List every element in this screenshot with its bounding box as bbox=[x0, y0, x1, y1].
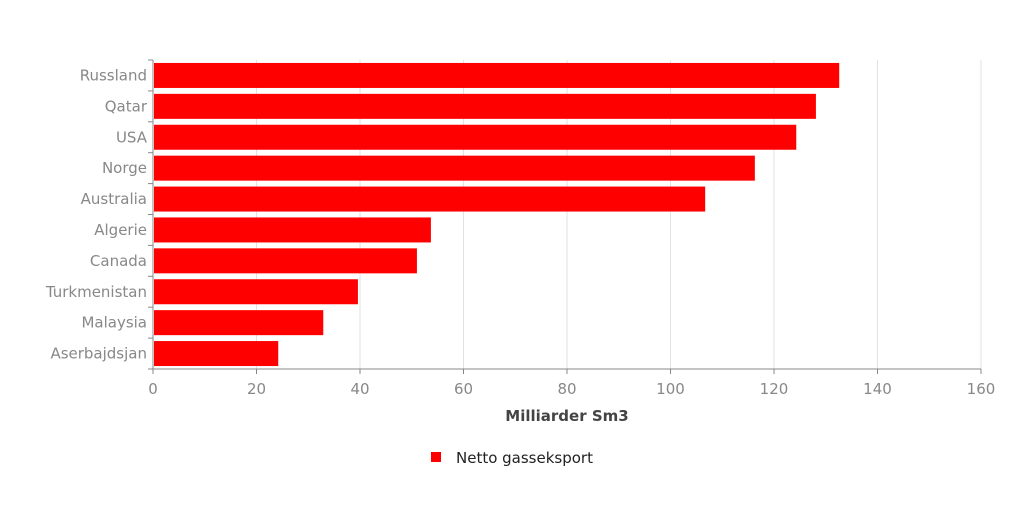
x-tick-label: 0 bbox=[148, 380, 158, 398]
bar-australia bbox=[154, 186, 706, 212]
bar-aserbajdsjan bbox=[154, 341, 279, 367]
y-tick-label: Australia bbox=[81, 190, 147, 208]
x-tick-label: 140 bbox=[863, 380, 892, 398]
bar-qatar bbox=[154, 93, 816, 119]
bar-norge bbox=[154, 155, 755, 181]
legend-swatch bbox=[431, 452, 441, 462]
y-tick-label: Canada bbox=[90, 252, 147, 270]
x-axis-title: Milliarder Sm3 bbox=[505, 407, 628, 425]
y-axis: Russland Qatar USA Norge Australia Algerie Can… bbox=[45, 59, 154, 370]
y-tick-label: USA bbox=[116, 128, 148, 146]
bar-usa bbox=[154, 124, 797, 150]
bars bbox=[154, 62, 840, 367]
bar-algerie bbox=[154, 217, 431, 243]
y-tick-label: Qatar bbox=[105, 97, 148, 115]
y-tick-label: Turkmenistan bbox=[45, 283, 147, 301]
y-tick-label: Norge bbox=[102, 159, 147, 177]
x-tick-label: 20 bbox=[247, 380, 266, 398]
bar-turkmenistan bbox=[154, 279, 358, 305]
y-tick-label: Algerie bbox=[94, 221, 147, 239]
y-tick-label: Malaysia bbox=[81, 314, 147, 332]
bar-canada bbox=[154, 248, 417, 274]
x-tick-label: 80 bbox=[557, 380, 576, 398]
x-tick-label: 100 bbox=[656, 380, 685, 398]
y-tick-label: Russland bbox=[80, 66, 147, 84]
x-tick-label: 120 bbox=[760, 380, 789, 398]
y-tick-label: Aserbajdsjan bbox=[50, 345, 147, 363]
legend-item[interactable]: Netto gasseksport bbox=[431, 449, 593, 467]
legend-label: Netto gasseksport bbox=[456, 449, 593, 467]
x-tick-label: 160 bbox=[967, 380, 996, 398]
x-tick-label: 40 bbox=[350, 380, 369, 398]
x-tick-label: 60 bbox=[454, 380, 473, 398]
bar-russland bbox=[154, 62, 840, 88]
x-axis: 0 20 40 60 80 100 120 140 160 bbox=[148, 368, 996, 398]
bar-malaysia bbox=[154, 310, 324, 336]
